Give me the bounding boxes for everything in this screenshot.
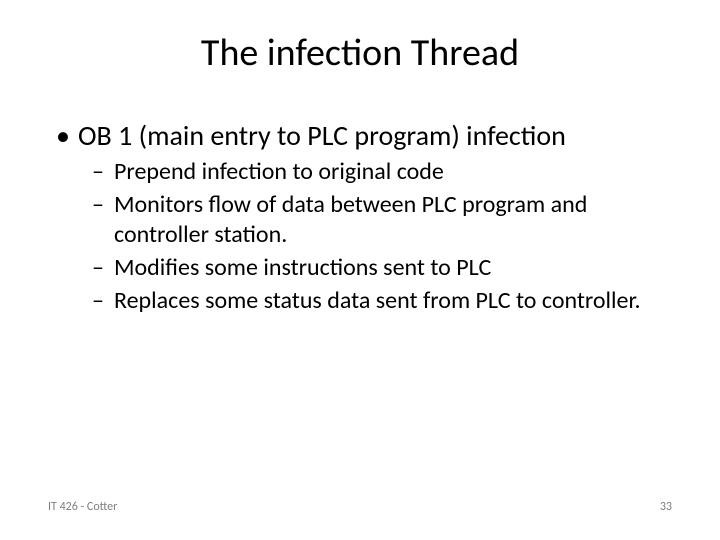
bullet-text-lvl2: Prepend infection to original code (114, 157, 444, 186)
slide: The infection Thread OB 1 (main entry to… (0, 0, 720, 540)
footer-left: IT 426 - Cotter (48, 500, 117, 514)
bullet-item-lvl1: OB 1 (main entry to PLC program) infecti… (54, 118, 672, 317)
slide-number: 33 (660, 500, 672, 514)
bullet-item-lvl2: Replaces some status data sent from PLC … (92, 286, 672, 317)
bullet-item-lvl2: Prepend infection to original code (92, 157, 672, 188)
bullet-list-lvl2: Prepend infection to original code Monit… (78, 157, 672, 317)
bullet-text-lvl2: Modifies some instructions sent to PLC (114, 253, 491, 282)
bullet-list-lvl1: OB 1 (main entry to PLC program) infecti… (54, 118, 672, 317)
bullet-text-lvl1: OB 1 (main entry to PLC program) infecti… (78, 118, 566, 153)
bullet-text-lvl2: Monitors flow of data between PLC progra… (114, 190, 587, 250)
slide-body: OB 1 (main entry to PLC program) infecti… (48, 118, 672, 317)
bullet-text-lvl2: Replaces some status data sent from PLC … (114, 286, 641, 315)
slide-title: The infection Thread (48, 30, 672, 76)
bullet-item-lvl2: Monitors flow of data between PLC progra… (92, 190, 672, 251)
bullet-item-lvl2: Modifies some instructions sent to PLC (92, 253, 672, 284)
